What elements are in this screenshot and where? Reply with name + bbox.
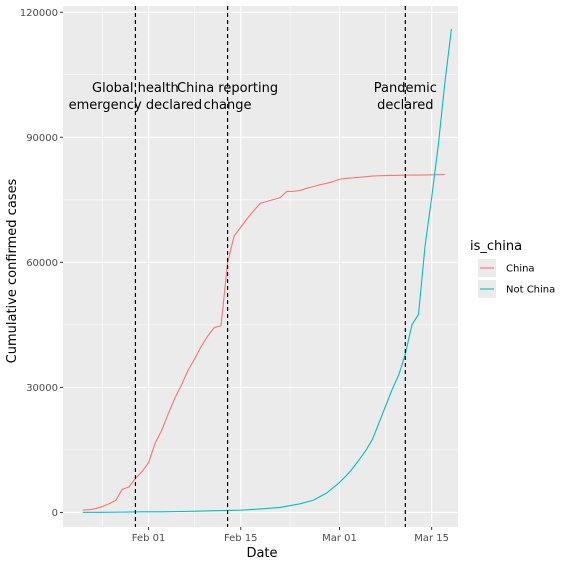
y-tick-label: 60000 [26, 258, 58, 269]
x-tick-label: Feb 15 [224, 533, 258, 544]
x-tick-label: Mar 15 [414, 533, 449, 544]
legend-items: China Not China [478, 259, 555, 298]
legend-item-not-china: Not China [478, 280, 555, 298]
legend-label: Not China [506, 285, 555, 296]
series-line-not-china [82, 28, 452, 513]
series-layer [82, 28, 452, 513]
plot-panel [63, 6, 458, 527]
event-label-line: declared [377, 98, 433, 113]
x-tick-label: Mar 01 [322, 533, 357, 544]
event-label-line: emergency declared [69, 98, 203, 113]
event-label-line: Pandemic [374, 81, 437, 96]
legend-title: is_china [470, 239, 522, 254]
y-tick-label: 120000 [20, 8, 58, 19]
legend-item-china: China [478, 259, 535, 277]
major-gridlines [63, 6, 458, 527]
event-label-line: change [204, 98, 252, 113]
event-label-line: Global health [92, 81, 179, 96]
x-tick-label: Feb 01 [132, 533, 166, 544]
series-line-china [82, 174, 445, 511]
y-tick-label: 30000 [26, 383, 58, 394]
minor-gridlines [63, 6, 458, 527]
legend: is_china China Not China [470, 239, 555, 298]
series-china [82, 174, 445, 511]
x-axis-title: Date [246, 546, 277, 561]
event-label: Global health emergency declared [69, 81, 203, 113]
y-tick-label: 0 [52, 508, 58, 519]
series-not-china [82, 28, 452, 513]
event-label-line: China reporting [177, 81, 278, 96]
event-label: Pandemic declared [374, 81, 437, 113]
y-axis: 0 30000 60000 90000 120000 [20, 8, 63, 519]
event-lines [134, 6, 406, 527]
x-axis: Feb 01 Feb 15 Mar 01 Mar 15 [132, 527, 449, 544]
y-axis-title: Cumulative confirmed cases [5, 178, 20, 363]
event-label: China reporting change [177, 81, 278, 113]
legend-label: China [506, 264, 535, 275]
y-tick-label: 90000 [26, 133, 58, 144]
